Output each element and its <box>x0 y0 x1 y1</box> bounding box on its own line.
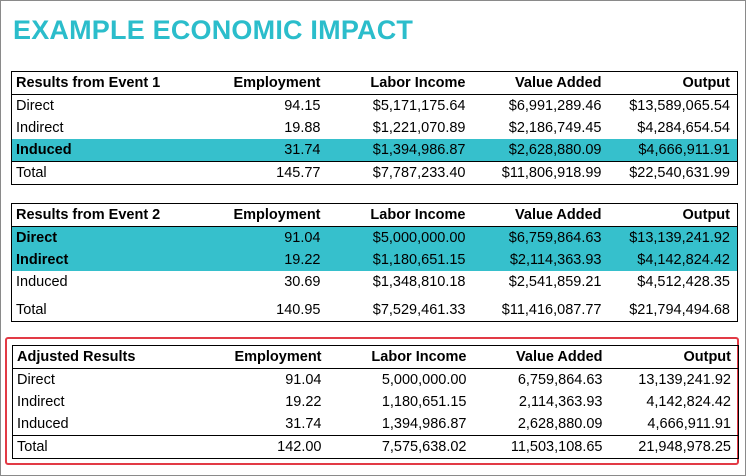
cell: 19.22 <box>285 394 322 410</box>
cell: $7,529,461.33 <box>372 302 466 318</box>
column-header: Employment <box>202 203 328 227</box>
row-label: Indirect <box>16 120 64 136</box>
cell: 94.15 <box>284 98 321 114</box>
table-row-total: Total 140.95 $7,529,461.33 $11,416,087.7… <box>12 293 738 322</box>
table-row-highlighted: Direct 91.04 $5,000,000.00 $6,759,864.63… <box>11 226 738 249</box>
cell: 5,000,000.00 <box>381 372 467 388</box>
cell: 19.22 <box>202 249 328 271</box>
cell: $21,794,494.68 <box>629 302 730 318</box>
table-header-row: Results from Event 2 Employment Labor In… <box>11 203 738 227</box>
cell: $1,394,986.87 <box>327 139 473 162</box>
event-1-table: Results from Event 1 Employment Labor In… <box>11 71 738 185</box>
cell: 91.04 <box>202 226 328 249</box>
cell: $4,666,911.91 <box>608 139 738 162</box>
table-row: Indirect 19.22 1,180,651.15 2,114,363.93… <box>13 391 739 413</box>
cell: 31.74 <box>202 139 328 162</box>
cell: $1,180,651.15 <box>327 249 473 271</box>
row-label: Induced <box>11 139 203 162</box>
cell: 91.04 <box>285 372 322 388</box>
cell: 4,142,824.42 <box>646 394 731 410</box>
table-row: Induced 30.69 $1,348,810.18 $2,541,859.2… <box>12 271 738 293</box>
table-header-row: Adjusted Results Employment Labor Income… <box>12 345 739 369</box>
cell: 6,759,864.63 <box>517 372 603 388</box>
table-row: Direct 91.04 5,000,000.00 6,759,864.63 1… <box>13 369 739 392</box>
row-label: Indirect <box>11 249 203 271</box>
cell: $4,512,428.35 <box>637 274 730 290</box>
row-label: Total <box>16 302 47 318</box>
cell: $13,139,241.92 <box>608 226 738 249</box>
column-header: Labor Income <box>328 345 474 369</box>
adjusted-results-table: Adjusted Results Employment Labor Income… <box>12 345 739 459</box>
cell: $1,221,070.89 <box>372 120 466 136</box>
column-header: Labor Income <box>327 71 473 95</box>
row-label: Induced <box>16 274 68 290</box>
column-header: Output <box>608 71 738 95</box>
table-row-total: Total 142.00 7,575,638.02 11,503,108.65 … <box>12 435 739 459</box>
page-title: EXAMPLE ECONOMIC IMPACT <box>13 15 414 45</box>
column-header: Value Added <box>472 71 609 95</box>
cell: 30.69 <box>284 274 321 290</box>
cell: $4,142,824.42 <box>608 249 738 271</box>
column-header: Output <box>609 345 739 369</box>
cell: $7,787,233.40 <box>327 161 473 185</box>
table-row: Direct 94.15 $5,171,175.64 $6,991,289.46… <box>12 95 738 118</box>
cell: $2,541,859.21 <box>508 274 602 290</box>
cell: 19.88 <box>284 120 321 136</box>
column-header: Employment <box>202 71 328 95</box>
column-header: Employment <box>203 345 329 369</box>
cell: $6,991,289.46 <box>508 98 602 114</box>
column-header: Output <box>608 203 738 227</box>
cell: $11,416,087.77 <box>501 302 602 318</box>
cell: $22,540,631.99 <box>608 161 738 185</box>
table-row-highlighted: Induced 31.74 $1,394,986.87 $2,628,880.0… <box>11 139 738 162</box>
cell: $13,589,065.54 <box>629 98 730 114</box>
cell: 2,628,880.09 <box>517 416 603 432</box>
cell: 21,948,978.25 <box>609 435 739 459</box>
row-label: Induced <box>17 416 69 432</box>
row-label: Total <box>11 161 203 185</box>
cell: $5,000,000.00 <box>327 226 473 249</box>
cell: 31.74 <box>285 416 322 432</box>
cell: 140.95 <box>276 302 321 318</box>
cell: $2,186,749.45 <box>508 120 602 136</box>
row-label: Direct <box>11 226 203 249</box>
cell: 2,114,363.93 <box>518 394 603 410</box>
event-2-table: Results from Event 2 Employment Labor In… <box>11 203 738 322</box>
table-heading: Results from Event 2 <box>11 203 203 227</box>
cell: 142.00 <box>203 435 329 459</box>
cell: $1,348,810.18 <box>372 274 466 290</box>
cell: 4,666,911.91 <box>647 416 731 432</box>
column-header: Value Added <box>472 203 609 227</box>
table-header-row: Results from Event 1 Employment Labor In… <box>11 71 738 95</box>
cell: $5,171,175.64 <box>372 98 466 114</box>
table-row-total: Total 145.77 $7,787,233.40 $11,806,918.9… <box>11 161 738 185</box>
table-row: Indirect 19.88 $1,221,070.89 $2,186,749.… <box>12 117 738 139</box>
row-label: Direct <box>16 98 54 114</box>
table-row: Induced 31.74 1,394,986.87 2,628,880.09 … <box>13 413 739 436</box>
cell: 1,394,986.87 <box>381 416 467 432</box>
table-heading: Results from Event 1 <box>11 71 203 95</box>
table-heading: Adjusted Results <box>12 345 204 369</box>
cell: $4,284,654.54 <box>637 120 730 136</box>
cell: 1,180,651.15 <box>381 394 467 410</box>
column-header: Value Added <box>473 345 610 369</box>
cell: $2,114,363.93 <box>472 249 609 271</box>
row-label: Indirect <box>17 394 65 410</box>
cell: $2,628,880.09 <box>472 139 609 162</box>
row-label: Direct <box>17 372 55 388</box>
cell: 145.77 <box>202 161 328 185</box>
cell: 7,575,638.02 <box>328 435 474 459</box>
table-row-highlighted: Indirect 19.22 $1,180,651.15 $2,114,363.… <box>11 249 738 271</box>
column-header: Labor Income <box>327 203 473 227</box>
cell: 13,139,241.92 <box>638 372 731 388</box>
row-label: Total <box>12 435 204 459</box>
cell: $6,759,864.63 <box>472 226 609 249</box>
cell: 11,503,108.65 <box>473 435 610 459</box>
cell: $11,806,918.99 <box>472 161 609 185</box>
